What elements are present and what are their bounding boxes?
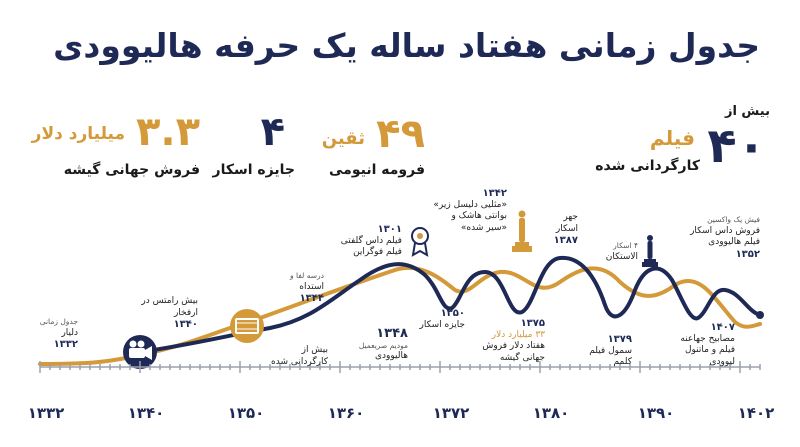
event-year: ۱۳۳۲	[53, 339, 78, 350]
oscar-icon	[512, 210, 532, 252]
event-year: ۱۳۴۲	[482, 188, 507, 199]
event: ۱۳۴۸ مودیم صریعمیل هالیوودی	[358, 326, 408, 363]
event-line: ارفخار	[173, 307, 198, 318]
event-line: فیلم فوگراین	[353, 247, 402, 257]
event-line: جهر	[563, 212, 578, 222]
event-line: فیلم هالیوودی	[708, 237, 760, 247]
end-dot	[756, 311, 764, 319]
event: ۱۴۰۷ مصابیح جهاعنه فیلم و ماتنول لیوودی	[680, 322, 735, 368]
event-line: «سیر شده»	[460, 222, 507, 233]
event-line: دلیار	[61, 327, 78, 338]
axis-label: ۱۳۵۰	[228, 404, 265, 422]
event-line: فیلم و ماتنول	[684, 345, 735, 355]
event-year: ۱۳۴۴	[299, 293, 324, 304]
stat-unit: میلیارد دلار	[31, 124, 125, 144]
event-year: ۱۳۸۷	[553, 235, 578, 246]
event-line: «مثلیی دلیسل زیر»	[433, 199, 507, 210]
film-icon	[230, 309, 264, 343]
event-line: فروش داس اسکار	[690, 225, 760, 236]
stat-unit: فیلم	[649, 126, 695, 150]
event-line: جهانی گیشه	[499, 352, 545, 363]
axis-label: ۱۳۹۰	[638, 404, 675, 422]
camera-icon	[123, 335, 157, 369]
event-year: ۱۳۵۲	[735, 248, 760, 260]
event-line: درسه لفا و	[289, 271, 324, 280]
event-line: سمول فیلم	[589, 345, 632, 356]
event-year: ۱۳۴۸	[376, 326, 408, 341]
stat-caption: فروش جهانی گیشه	[63, 162, 200, 178]
event-line: الاستکان	[605, 251, 638, 262]
event-line: مصابیح جهاعنه	[680, 333, 735, 344]
event: ۱۳۴۲ «مثلیی دلیسل زیر» بوانتی هاشک و «سی…	[433, 188, 507, 234]
event-line: مودیم صریعمیل	[358, 340, 408, 350]
event-line: هفتاد دلار فروش	[482, 341, 545, 351]
award-icon	[411, 227, 429, 257]
event-year: ۱۳۴۰	[173, 319, 198, 330]
event: جهر اسکار ۱۳۸۷	[554, 212, 578, 247]
event-line: استداه	[299, 281, 324, 292]
event-year: ۱۳۵۰	[440, 308, 465, 319]
event-line: فیلم داس گلفتی	[340, 235, 402, 246]
event: بیش رامتس در ارفخار ۱۳۴۰	[141, 296, 198, 331]
title: جدول زمانی هفتاد ساله یک حرفه هالیوودی	[53, 26, 760, 65]
axis-label: ۱۳۳۲	[28, 404, 65, 422]
stat-number: ۳.۳	[135, 109, 200, 155]
gold-curve	[38, 265, 762, 366]
event-line: فیش یک واکسین	[707, 215, 760, 224]
axis-label: ۱۴۰۲	[738, 404, 775, 422]
stat-number: ۴	[260, 109, 285, 155]
event-line: بیش رامتس در	[141, 296, 198, 306]
navy-curve	[138, 255, 762, 354]
event-line: هالیوودی	[375, 351, 408, 361]
event: جدول زمانی دلیار ۱۳۳۲	[40, 316, 78, 351]
event: درسه لفا و استداه ۱۳۴۴	[290, 270, 324, 305]
event: ۱۳۷۹ سمول فیلم کلمم	[589, 334, 632, 369]
event-year: ۱۳۷۹	[607, 334, 632, 345]
event-line: ۳۳ میلیارد دلار	[491, 329, 545, 340]
event: فیش یک واکسین فروش داس اسکار فیلم هالیوو…	[690, 214, 760, 260]
event-year: ۱۴۰۷	[710, 322, 735, 333]
event: ۱۳۷۵ ۳۳ میلیارد دلار هفتاد دلار فروش جها…	[482, 318, 545, 364]
axis: ۱۳۳۲ ۱۳۴۰ ۱۳۵۰ ۱۳۶۰ ۱۳۷۲ ۱۳۸۰ ۱۳۹۰ ۱۴۰۲	[28, 361, 775, 422]
stat-caption: فرومه انیومی	[329, 162, 425, 178]
stat-number: ۴۰	[707, 118, 766, 174]
event-line: ۴ اسکار	[613, 241, 638, 250]
axis-label: ۱۳۷۲	[433, 404, 470, 422]
axis-label: ۱۳۸۰	[533, 404, 570, 422]
event: ۴ اسکار الاستکان	[606, 240, 638, 263]
stat-caption: جایزه اسکار	[212, 162, 295, 178]
event-line: کلمم	[613, 357, 632, 367]
stat-unit: ثقین	[321, 128, 365, 149]
stat-lead: بیش از	[724, 104, 770, 119]
axis-label: ۱۳۶۰	[328, 404, 365, 422]
event-line: اسکار	[555, 223, 578, 234]
event: ۱۳۵۰ جایزه اسکار	[420, 308, 465, 331]
event-year: ۱۳۷۵	[520, 318, 545, 329]
event-year: ۱۳۰۱	[377, 224, 402, 235]
event: بیش از کارگردانی شده	[271, 345, 328, 368]
oscar-icon	[642, 235, 658, 267]
axis-label: ۱۳۴۰	[128, 404, 165, 422]
event-line: کارگردانی شده	[271, 356, 328, 367]
event: ۱۳۰۱ فیلم داس گلفتی فیلم فوگراین	[341, 224, 402, 259]
event-line: جایزه اسکار	[419, 319, 465, 330]
event-line: بیش از	[301, 345, 328, 355]
event-line: جدول زمانی	[39, 317, 78, 326]
stat-caption: کارگردانی شده	[595, 158, 700, 174]
stat-number: ۴۹	[376, 111, 425, 157]
event-line: بوانتی هاشک و	[451, 211, 507, 221]
event-line: لیوودی	[709, 356, 735, 367]
